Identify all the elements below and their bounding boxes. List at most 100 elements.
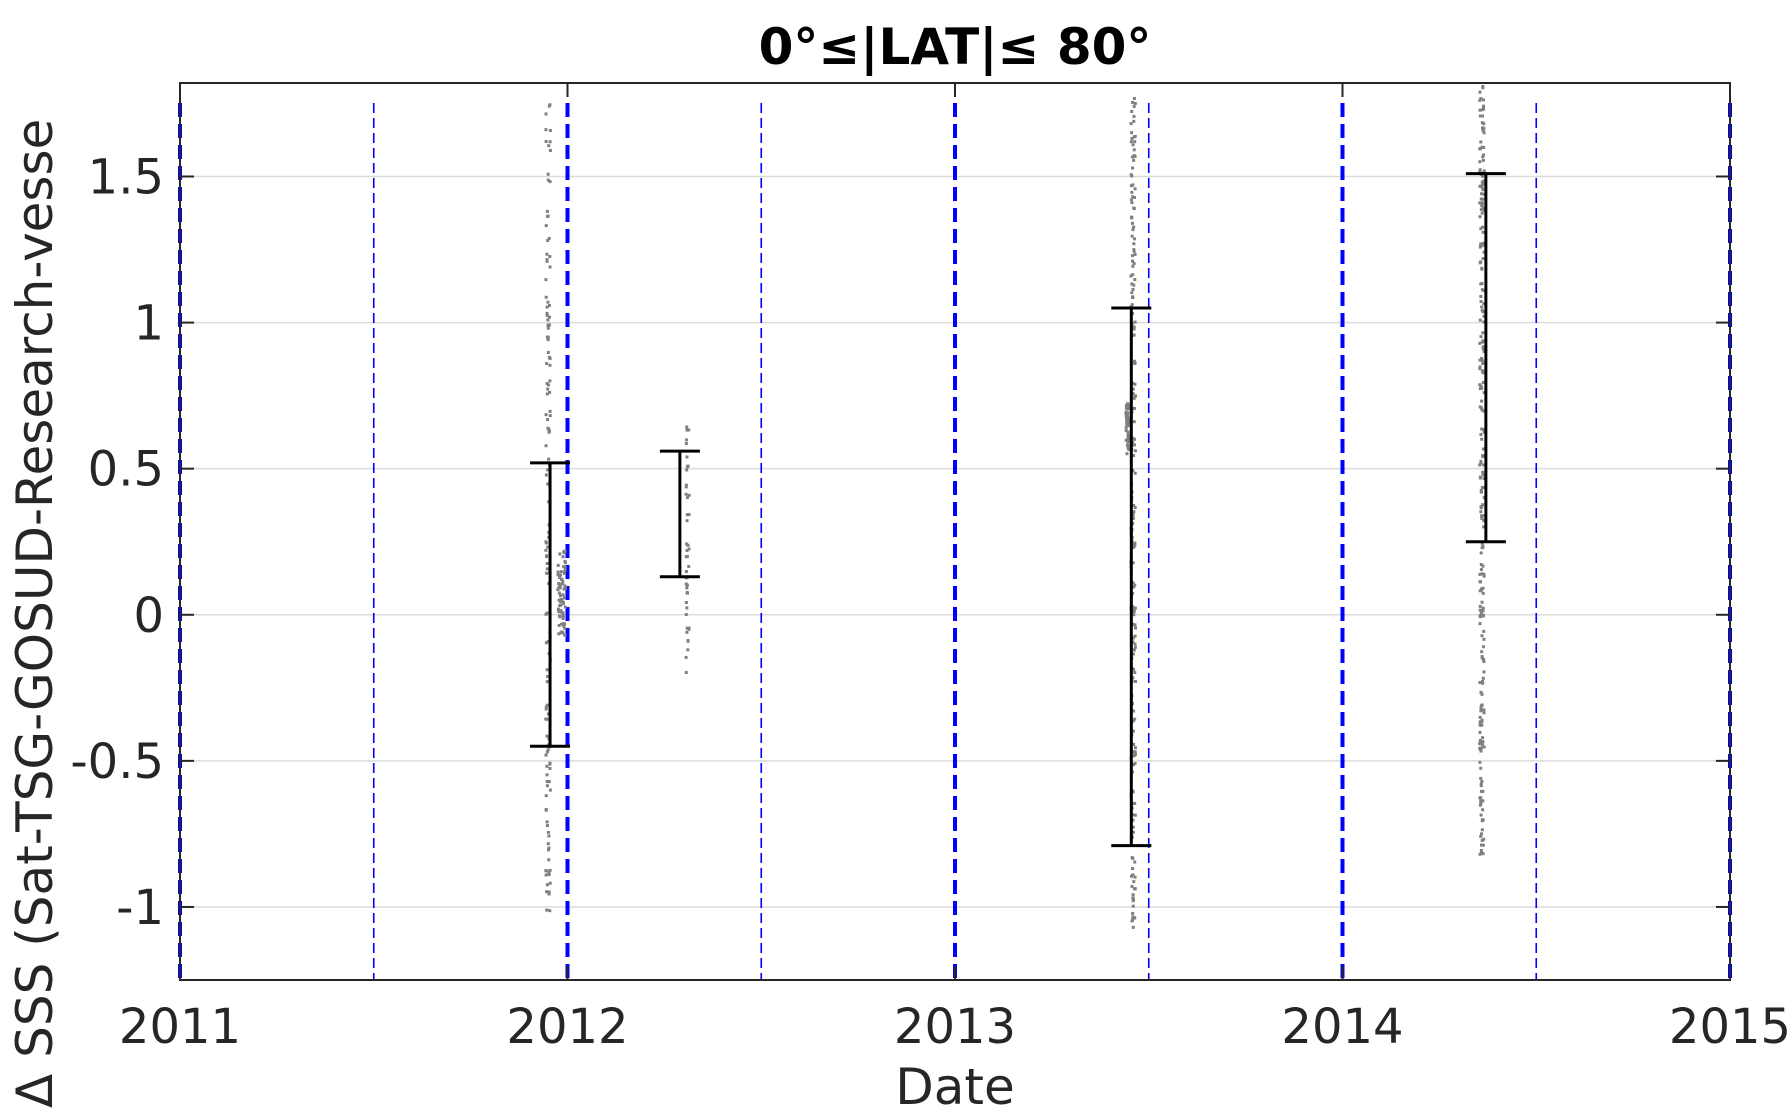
scatter-point [1133, 583, 1137, 587]
scatter-point [563, 549, 567, 553]
scatter-point [1478, 98, 1482, 102]
scatter-point [686, 464, 690, 468]
scatter-point [558, 615, 562, 619]
scatter-point [1478, 365, 1482, 369]
scatter-point [1480, 779, 1484, 783]
scatter-point [561, 582, 565, 586]
scatter-point [545, 764, 549, 768]
scatter-point [1125, 452, 1129, 456]
scatter-point [1130, 137, 1134, 141]
scatter-point [1131, 513, 1135, 517]
scatter-point [1133, 187, 1137, 191]
scatter-point [1132, 148, 1136, 152]
scatter-point [545, 567, 549, 571]
scatter-point [684, 670, 688, 674]
scatter-point [545, 784, 549, 788]
scatter-point [1481, 681, 1485, 685]
scatter-point [1134, 626, 1138, 630]
scatter-point [545, 209, 549, 213]
scatter-point [1133, 642, 1137, 646]
scatter-point [544, 794, 548, 798]
scatter-point [1481, 614, 1485, 618]
scatter-point [546, 675, 550, 679]
date-reference-lines [178, 103, 1732, 980]
scatter-point [544, 224, 548, 228]
scatter-point [1482, 243, 1486, 247]
scatter-point [1480, 183, 1484, 187]
scatter-point [1479, 801, 1483, 805]
scatter-point [1481, 447, 1485, 451]
scatter-point [1478, 108, 1482, 112]
scatter-point [548, 414, 552, 418]
scatter-point [545, 824, 549, 828]
scatter-point [547, 846, 551, 850]
scatter-point [1480, 828, 1484, 832]
scatter-point [1479, 705, 1483, 709]
scatter-point [548, 762, 552, 766]
scatter-point [1132, 420, 1136, 424]
scatter-point [1480, 288, 1484, 292]
scatter-point [1478, 796, 1482, 800]
scatter-point [1125, 421, 1129, 425]
scatter-point [1133, 252, 1137, 256]
scatter-point [1482, 670, 1486, 674]
scatter-point [546, 300, 550, 304]
scatter-point [1130, 221, 1134, 225]
scatter-point [1482, 179, 1486, 183]
scatter-point [1127, 422, 1131, 426]
scatter-point [1480, 832, 1484, 836]
scatter-point [1480, 145, 1484, 149]
scatter-point [1479, 563, 1483, 567]
scatter-point [687, 564, 691, 568]
scatter-point [547, 871, 551, 875]
scatter-point [1131, 790, 1135, 794]
scatter-point [1133, 101, 1137, 105]
scatter-point [1479, 776, 1483, 780]
scatter-point [684, 483, 688, 487]
scatter-point [1131, 640, 1135, 644]
scatter-point [1127, 407, 1131, 411]
scatter-point [1131, 100, 1135, 104]
scatter-point [1478, 681, 1482, 685]
scatter-point [1480, 202, 1484, 206]
scatter-point [1131, 729, 1135, 733]
scatter-point [1481, 381, 1485, 385]
scatter-point [545, 908, 549, 912]
x-tick-label: 2014 [1281, 999, 1403, 1055]
scatter-point [561, 580, 565, 584]
scatter-point [1131, 581, 1135, 585]
scatter-point [547, 872, 551, 876]
scatter-point [1131, 561, 1135, 565]
scatter-point [1130, 155, 1134, 159]
scatter-point [556, 563, 560, 567]
scatter-point [544, 707, 548, 711]
scatter-point [1481, 84, 1485, 88]
scatter-point [1133, 134, 1137, 138]
scatter-point [1482, 146, 1486, 150]
scatter-point [1133, 449, 1137, 453]
scatter-point [1127, 424, 1131, 428]
scatter-point [559, 610, 563, 614]
scatter-point [1133, 860, 1137, 864]
scatter-point [546, 335, 550, 339]
scatter-point [558, 575, 562, 579]
scatter-point [545, 313, 549, 317]
scatter-point [1482, 350, 1486, 354]
scatter-point [563, 633, 567, 637]
scatter-point [546, 712, 550, 716]
scatter-point [1131, 228, 1135, 232]
scatter-point [1132, 196, 1136, 200]
scatter-point [544, 540, 548, 544]
scatter-point [1479, 708, 1483, 712]
scatter-point [548, 909, 552, 913]
scatter-point [561, 614, 565, 618]
scatter-point [544, 278, 548, 282]
scatter-point [1481, 108, 1485, 112]
scatter-point [1482, 463, 1486, 467]
scatter-point [1480, 634, 1484, 638]
scatter-point [1131, 893, 1135, 897]
scatter-point [1129, 122, 1133, 126]
scatter-point [545, 773, 549, 777]
scatter-point [1130, 884, 1134, 888]
scatter-point [1482, 169, 1486, 173]
